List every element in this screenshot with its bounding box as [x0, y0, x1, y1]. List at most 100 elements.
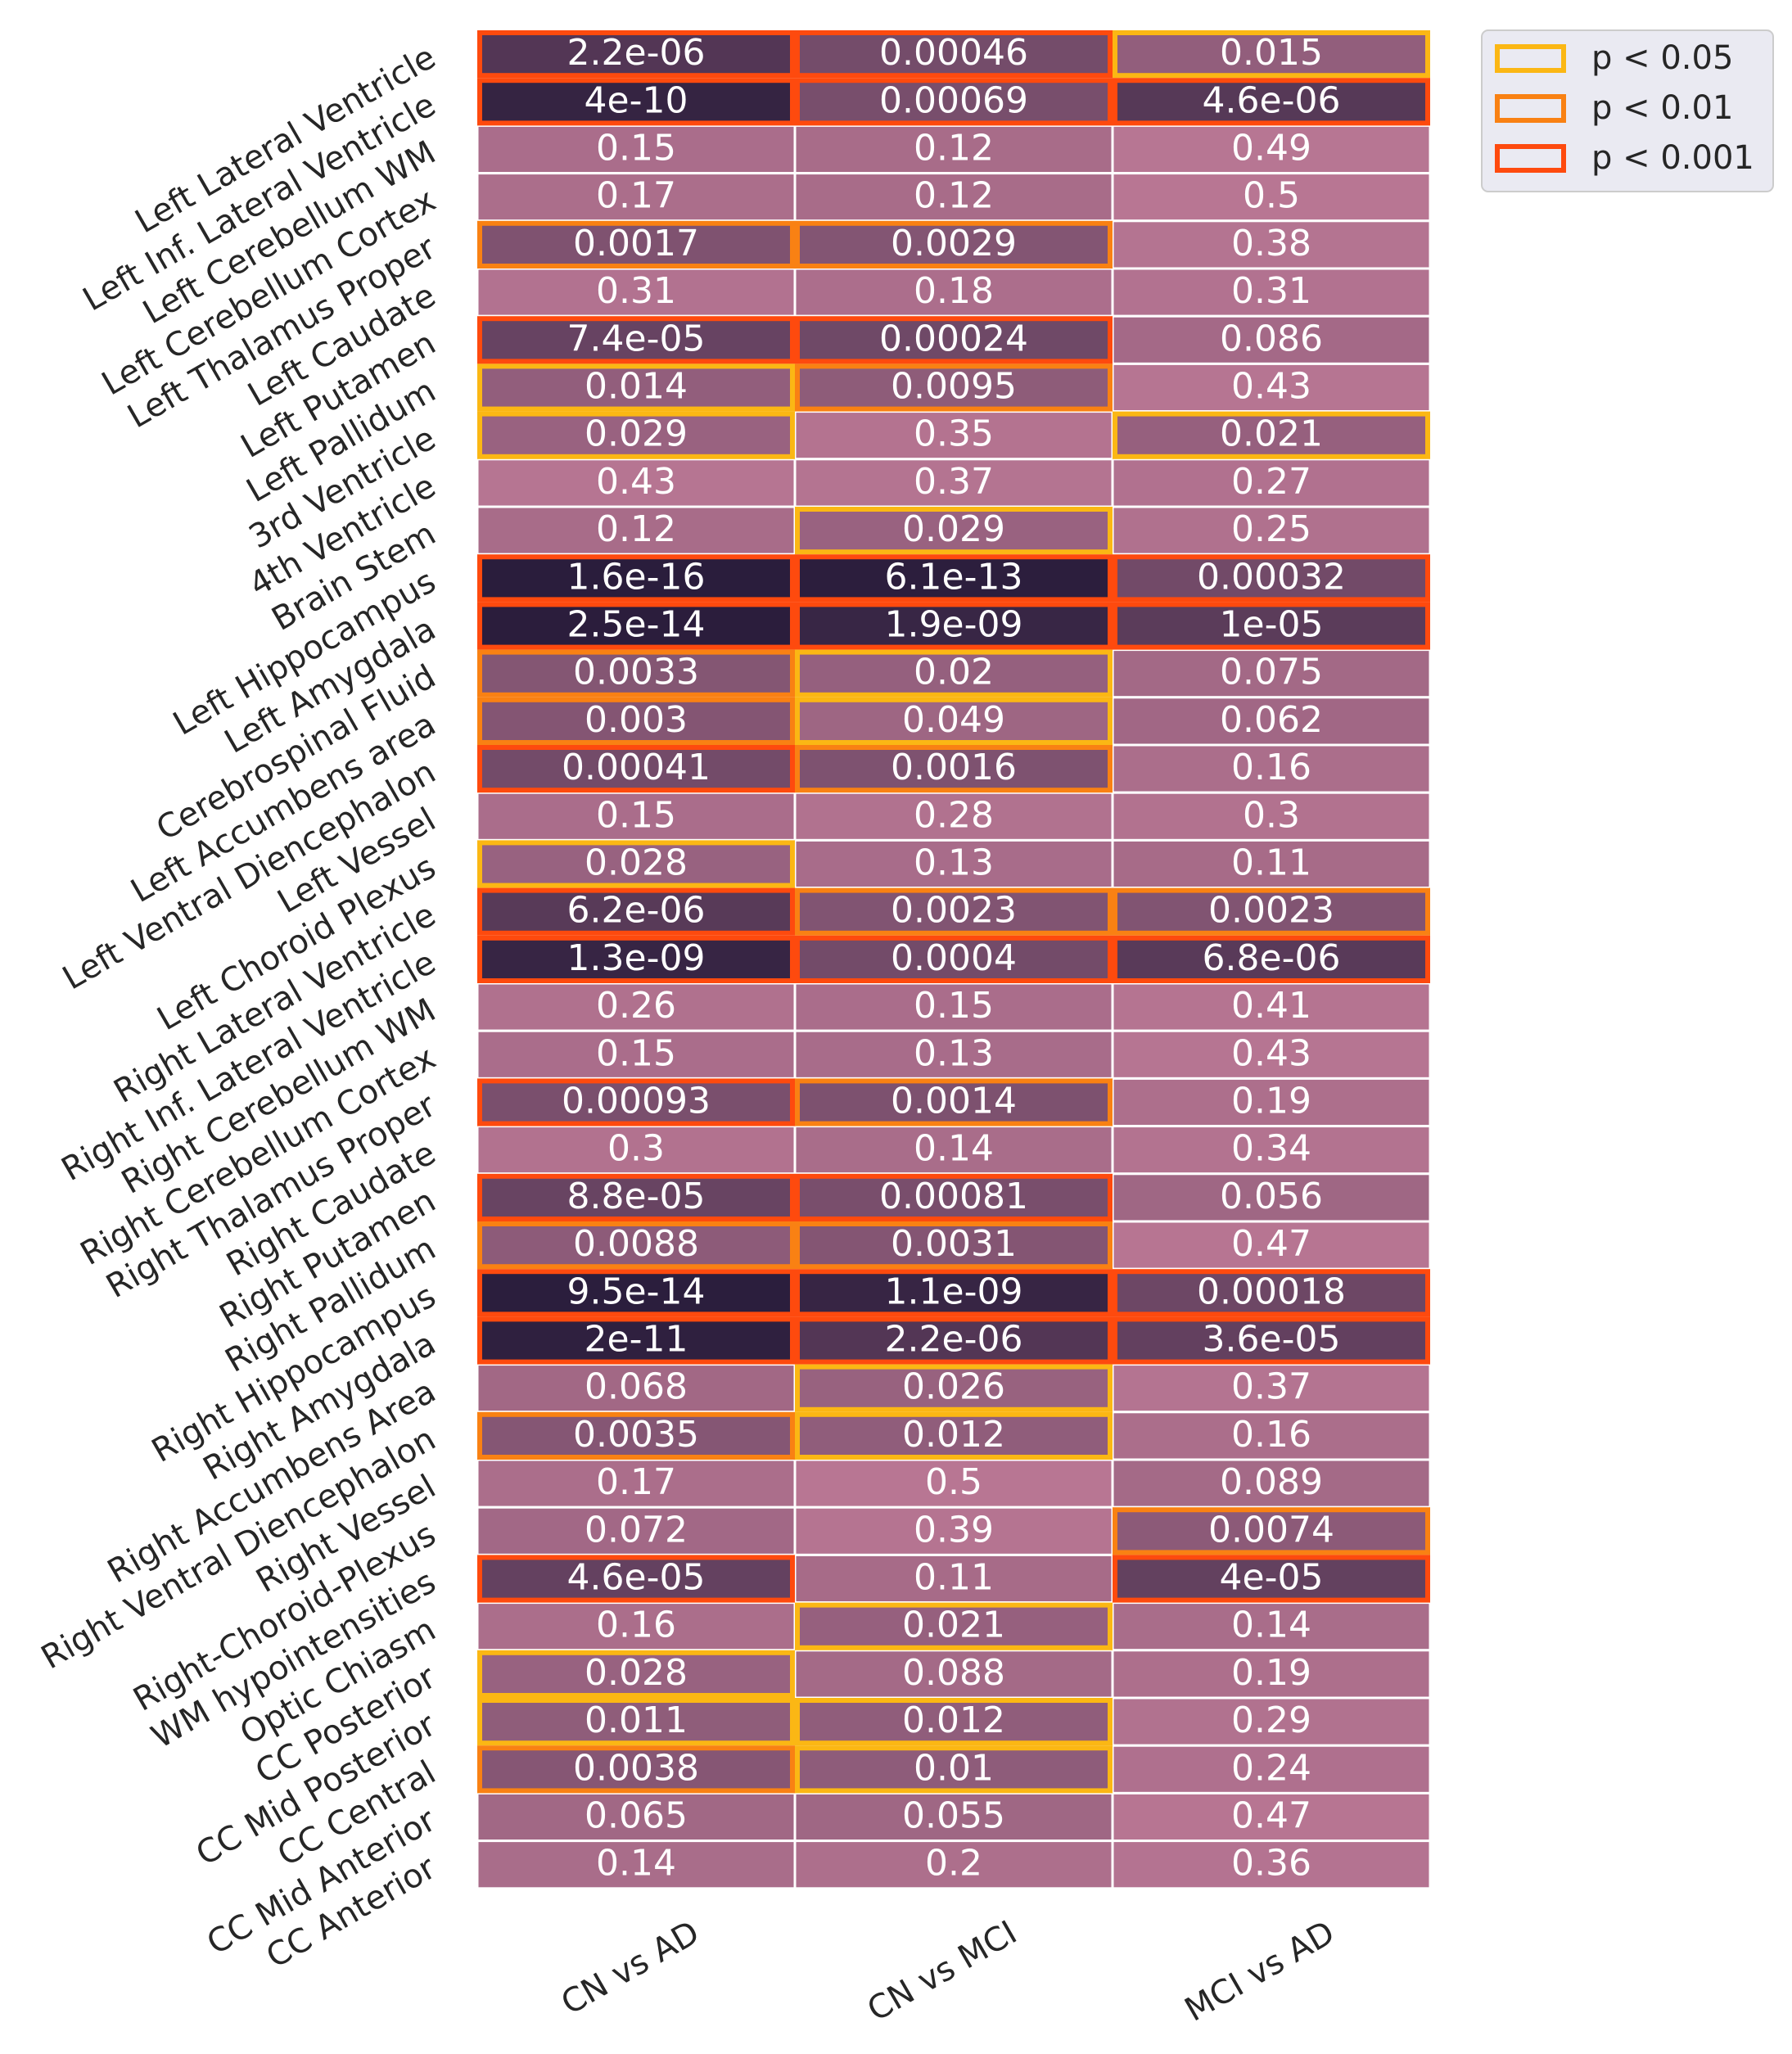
- heatmap-cell: [1111, 791, 1432, 842]
- significance-outline: [477, 220, 795, 269]
- legend-label: p < 0.01: [1591, 89, 1733, 127]
- significance-outline: [477, 1650, 795, 1699]
- significance-outline: [477, 887, 795, 936]
- cell-value-label: 0.028: [585, 1652, 688, 1694]
- significance-outline: [795, 1698, 1113, 1746]
- cell-value-label: 0.0016: [891, 747, 1017, 788]
- significance-outline: [1113, 1269, 1430, 1317]
- cell-value-label: 0.19: [1231, 1652, 1311, 1694]
- cell-value-label: 0.068: [585, 1366, 688, 1408]
- heatmap-cell: [793, 267, 1114, 318]
- heatmap-cell: [793, 1840, 1114, 1890]
- significance-outline: [795, 887, 1113, 936]
- cell-value-label: 0.0074: [1208, 1509, 1334, 1551]
- significance-outline: [477, 602, 795, 650]
- cell-value-label: 0.28: [914, 794, 994, 836]
- significance-outline: [795, 30, 1113, 79]
- significance-outline: [1113, 30, 1430, 79]
- significance-outline: [795, 507, 1113, 555]
- cell-value-label: 0.17: [596, 175, 676, 217]
- cell-value-label: 0.0038: [573, 1747, 699, 1789]
- significance-outline: [795, 554, 1113, 603]
- significance-outline: [1113, 78, 1430, 126]
- cell-value-label: 0.15: [596, 128, 676, 169]
- significance-outline: [795, 1078, 1113, 1126]
- significance-outline: [1113, 1555, 1430, 1603]
- heatmap-cell: [793, 219, 1114, 270]
- heatmap-cell: [1111, 1220, 1432, 1271]
- significance-outline: [795, 78, 1113, 126]
- cell-value-label: 0.16: [1231, 747, 1311, 788]
- cell-value-label: 0.2: [925, 1843, 982, 1885]
- heatmap-cell: [476, 172, 797, 223]
- column-tick-label: MCI vs AD: [1179, 1914, 1341, 2029]
- heatmap-cell: [793, 29, 1114, 79]
- cell-value-label: 0.11: [914, 1557, 994, 1599]
- cell-value-label: 0.29: [1231, 1700, 1311, 1741]
- heatmap-cell: [1111, 648, 1432, 699]
- significance-outline: [477, 1745, 795, 1794]
- cell-value-label: 0.075: [1220, 652, 1323, 693]
- cell-value-label: 0.31: [596, 270, 676, 312]
- cell-value-label: 0.062: [1220, 699, 1323, 741]
- heatmap-cell: [1111, 1172, 1432, 1223]
- cell-value-label: 0.36: [1231, 1843, 1311, 1885]
- significance-outline: [795, 935, 1113, 984]
- heatmap-cell: [476, 887, 797, 937]
- cell-value-label: 0.14: [596, 1843, 676, 1885]
- heatmap-cell: [1111, 1553, 1432, 1605]
- heatmap-cell: [793, 791, 1114, 842]
- cell-value-label: 0.065: [585, 1795, 688, 1837]
- cell-value-label: 0.39: [914, 1509, 994, 1551]
- significance-outline: [477, 1173, 795, 1222]
- cell-value-label: 0.38: [1231, 223, 1311, 264]
- cell-value-label: 0.41: [1231, 985, 1311, 1027]
- significance-outline: [795, 649, 1113, 697]
- significance-outline: [795, 1364, 1113, 1412]
- cell-value-label: 0.11: [1231, 842, 1311, 884]
- cell-value-label: 8.8e-05: [567, 1176, 706, 1217]
- significance-outline: [477, 30, 795, 79]
- heatmap-cell: [476, 1029, 797, 1080]
- significance-outline: [477, 1269, 795, 1317]
- legend: p < 0.05 p < 0.01 p < 0.001: [1481, 29, 1774, 192]
- significance-outline: [1113, 1316, 1430, 1365]
- heatmap-cell: [793, 1744, 1114, 1794]
- cell-value-label: 0.26: [596, 985, 676, 1027]
- cell-value-label: 0.16: [1231, 1414, 1311, 1456]
- cell-value-label: 2e-11: [585, 1319, 688, 1361]
- cell-value-label: 0.0035: [573, 1414, 699, 1456]
- cell-value-label: 0.026: [902, 1366, 1005, 1408]
- cell-value-label: 0.34: [1231, 1128, 1311, 1170]
- heatmap-cell: [793, 1553, 1114, 1605]
- cell-value-label: 0.028: [585, 842, 688, 884]
- cell-value-label: 0.0031: [891, 1223, 1017, 1265]
- heatmap-cell: [476, 505, 797, 556]
- cell-value-label: 4e-05: [1220, 1557, 1324, 1599]
- cell-value-label: 7.4e-05: [567, 318, 706, 359]
- cell-value-label: 2.2e-06: [885, 1319, 1023, 1361]
- cell-value-label: 0.00093: [562, 1081, 711, 1122]
- column-tick-label: CN vs AD: [555, 1914, 706, 2023]
- cell-value-label: 0.0023: [891, 890, 1017, 932]
- heatmap-cell: [793, 934, 1114, 985]
- cell-value-label: 0.049: [902, 699, 1005, 741]
- significance-outline: [477, 1555, 795, 1603]
- cell-value-label: 6.1e-13: [885, 556, 1023, 598]
- cell-value-label: 0.029: [902, 508, 1005, 550]
- significance-outline: [1113, 411, 1430, 459]
- heatmap-cell: [476, 1649, 797, 1700]
- cell-value-label: 4e-10: [585, 79, 688, 121]
- cell-value-label: 0.088: [902, 1652, 1005, 1694]
- cell-value-label: 0.3: [1243, 794, 1300, 836]
- cell-value-label: 0.5: [925, 1461, 982, 1503]
- cell-value-label: 6.8e-06: [1203, 937, 1341, 979]
- cell-value-label: 6.2e-06: [567, 890, 706, 932]
- significance-outline: [795, 1602, 1113, 1650]
- significance-outline: [477, 316, 795, 364]
- heatmap-cell: [1111, 1029, 1432, 1080]
- significance-outline: [477, 1698, 795, 1746]
- cell-value-label: 0.0033: [573, 652, 699, 693]
- significance-outline: [477, 554, 795, 603]
